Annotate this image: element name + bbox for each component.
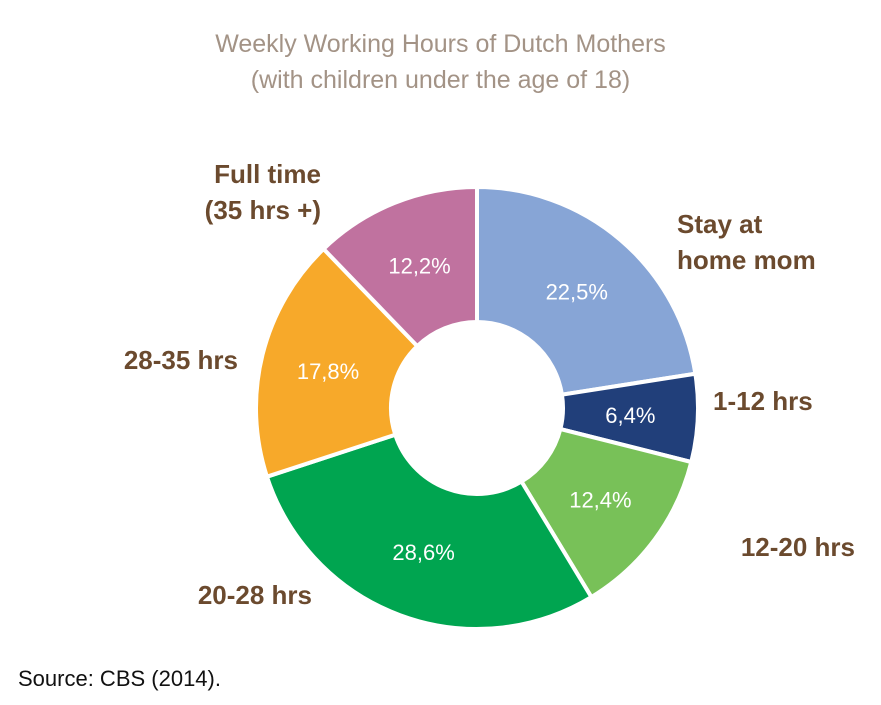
slice-value-label-0: 22,5%	[546, 279, 608, 304]
slice-category-label-0: home mom	[677, 245, 816, 275]
slice-value-label-4: 17,8%	[297, 359, 359, 384]
slice-category-label-5: Full time	[214, 159, 321, 189]
slice-value-label-1: 6,4%	[605, 403, 655, 428]
slice-5	[320, 184, 479, 349]
source-note: Source: CBS (2014).	[18, 666, 221, 691]
slice-category-label-1: 1-12 hrs	[713, 386, 813, 416]
slice-2	[518, 426, 694, 600]
slice-category-label-4: 28-35 hrs	[124, 345, 238, 375]
slice-category-label-2: 12-20 hrs	[741, 532, 855, 562]
slice-value-label-3: 28,6%	[392, 540, 454, 565]
slice-0	[475, 184, 698, 397]
slice-3	[264, 432, 595, 631]
slice-category-label-3: 20-28 hrs	[198, 580, 312, 610]
slice-value-label-5: 12,2%	[388, 254, 450, 279]
slice-value-label-2: 12,4%	[569, 487, 631, 512]
slice-category-label-5: (35 hrs +)	[205, 195, 321, 225]
slice-category-label-0: Stay at	[677, 209, 763, 239]
chart-title: Weekly Working Hours of Dutch Mothers	[215, 30, 666, 58]
chart-subtitle: (with children under the age of 18)	[250, 66, 631, 94]
